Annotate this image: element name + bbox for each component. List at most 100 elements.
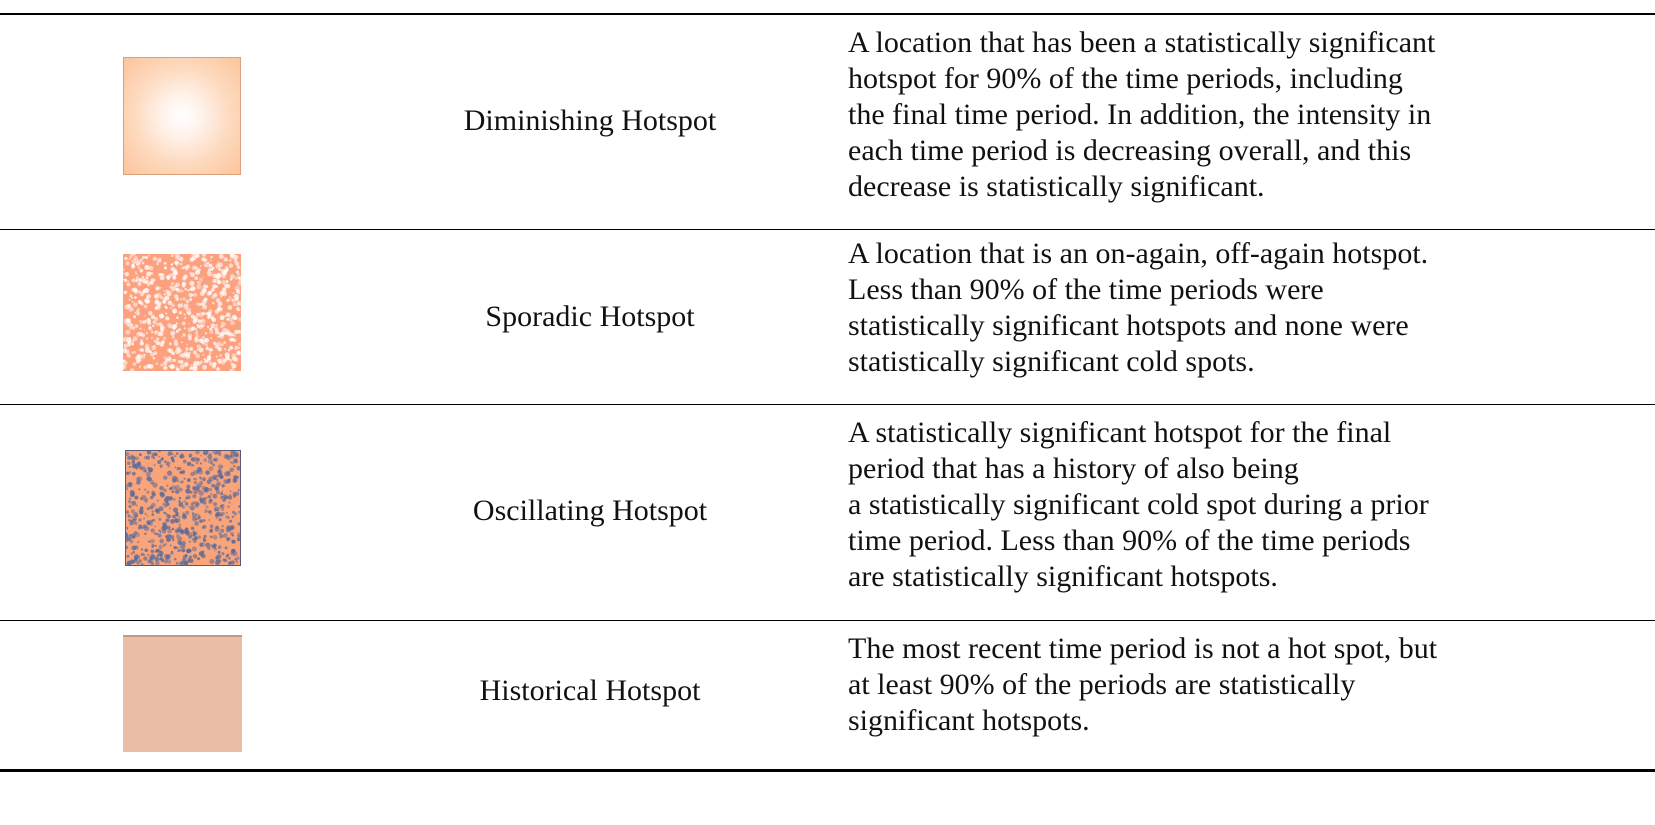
swatch-speckle (230, 560, 235, 565)
swatch-speckle (171, 263, 174, 265)
swatch-speckle (134, 290, 138, 293)
swatch-speckle (226, 313, 230, 317)
swatch-speckle (232, 491, 238, 497)
swatch-speckle (195, 451, 200, 455)
swatch-speckle (220, 295, 223, 298)
swatch-speckle (204, 337, 210, 343)
swatch-speckle (224, 315, 227, 318)
table-row: Sporadic Hotspot A location that is an o… (0, 230, 1655, 404)
swatch-speckle (236, 265, 241, 270)
table-row: Historical Hotspot The most recent time … (0, 621, 1655, 769)
swatch-speckle (231, 539, 236, 544)
swatch-speckle (180, 267, 183, 270)
swatch-speckle (230, 461, 232, 464)
swatch-speckle (192, 530, 196, 534)
swatch-speckle (172, 358, 176, 363)
swatch-speckle (199, 496, 202, 499)
swatch-speckle (211, 295, 216, 299)
swatch-speckle (181, 290, 184, 293)
swatch-speckle (139, 510, 144, 515)
swatch-speckle (142, 466, 146, 470)
swatch-speckle (162, 336, 167, 340)
swatch-speckle (128, 497, 132, 500)
swatch-speckle (126, 471, 130, 475)
swatch-speckle (185, 299, 190, 304)
swatch-speckle (182, 514, 187, 520)
swatch-speckle (182, 512, 185, 515)
swatch-speckle (127, 456, 132, 460)
swatch-speckle (184, 287, 187, 291)
swatch-speckle (144, 298, 150, 304)
swatch-speckle (226, 318, 229, 321)
swatch-speckle (234, 276, 239, 280)
swatch-speckle (194, 501, 200, 507)
swatch-speckle (148, 310, 153, 316)
swatch-speckle (237, 276, 241, 279)
swatch-speckle (155, 560, 160, 565)
swatch-speckle (152, 457, 155, 460)
swatch-speckle (143, 365, 148, 370)
swatch-speckle (173, 324, 178, 328)
swatch-speckle (210, 288, 215, 292)
row-divider (0, 620, 1655, 621)
swatch-speckle (211, 349, 214, 352)
swatch-speckle (153, 532, 157, 535)
swatch-speckle (212, 474, 218, 480)
swatch-speckle (136, 311, 140, 316)
swatch-speckle (163, 504, 167, 508)
swatch-speckle (193, 254, 199, 259)
swatch-speckle (207, 314, 211, 319)
swatch-speckle (154, 300, 160, 305)
swatch-speckle (123, 364, 126, 370)
swatch-speckle (217, 469, 223, 475)
swatch-speckle (123, 336, 129, 342)
swatch-speckle (238, 347, 241, 350)
swatch-speckle (126, 533, 129, 538)
swatch-speckle (144, 548, 148, 553)
swatch-speckle (145, 256, 148, 259)
swatch-speckle (186, 478, 191, 482)
swatch-speckle (172, 276, 176, 280)
swatch-speckle (165, 290, 171, 295)
swatch-speckle (129, 494, 133, 497)
swatch-speckle (209, 558, 215, 565)
swatch-speckle (188, 351, 192, 355)
swatch-speckle (195, 461, 199, 465)
swatch-speckle (180, 454, 185, 459)
swatch-speckle (129, 520, 134, 526)
swatch-speckle (152, 256, 158, 262)
swatch-speckle (185, 548, 191, 554)
swatch-speckle (181, 548, 186, 553)
swatch-speckle (211, 317, 217, 323)
swatch-speckle (176, 367, 181, 371)
swatch-speckle (126, 282, 131, 287)
swatch-speckle (173, 294, 179, 299)
swatch-speckle (228, 561, 232, 565)
swatch-speckle (201, 526, 205, 529)
swatch-speckle (202, 353, 205, 357)
swatch-speckle (235, 270, 240, 274)
swatch-speckle (146, 476, 152, 482)
swatch-speckle (138, 559, 143, 563)
swatch-speckle (199, 480, 204, 485)
swatch-speckle (214, 451, 218, 455)
swatch-speckle (170, 518, 175, 524)
swatch-speckle (136, 480, 141, 485)
swatch-speckle (226, 328, 229, 331)
swatch-speckle (218, 254, 224, 259)
swatch-speckle (167, 528, 172, 534)
swatch-speckle (163, 488, 167, 493)
swatch-speckle (237, 329, 241, 334)
swatch-speckle (178, 311, 183, 315)
swatch-speckle (205, 359, 209, 363)
swatch-speckle (171, 490, 175, 494)
swatch-speckle (151, 482, 154, 485)
swatch-speckle (223, 291, 226, 294)
swatch-speckle (176, 316, 179, 320)
swatch-speckle (214, 486, 220, 492)
swatch-speckle (124, 349, 130, 355)
swatch-speckle (208, 347, 213, 352)
swatch-speckle (226, 470, 231, 475)
swatch-speckle (237, 532, 240, 538)
swatch-speckle (176, 264, 178, 267)
